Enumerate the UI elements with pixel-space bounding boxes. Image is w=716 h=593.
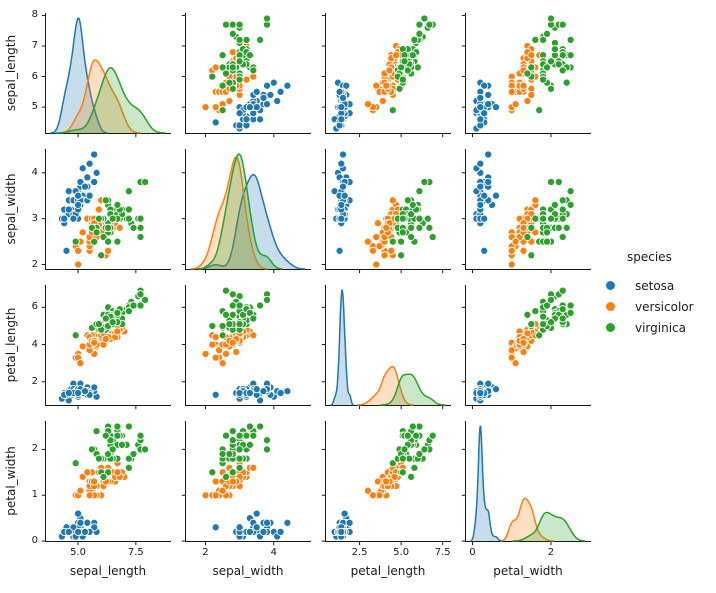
y-tick-label: 3 [31, 212, 38, 224]
y-tick-label: 4 [31, 166, 38, 178]
y-tick-label: 4 [31, 338, 38, 350]
scatter-sepal_width-vs-sepal_length [41, 149, 171, 274]
y-tick-label: 0 [31, 535, 38, 547]
legend-item-versicolor: versicolor [597, 296, 694, 317]
scatter-petal_length-vs-sepal_width [181, 285, 311, 410]
scatter-sepal_width-vs-petal_length [321, 149, 451, 274]
y-tick-label: 8 [31, 9, 38, 21]
legend-item-setosa: setosa [597, 275, 694, 296]
x-axis-label-petal-length: petal_length [350, 564, 426, 578]
legend-label-virginica: virginica [635, 320, 686, 335]
x-tick-label: 0 [469, 547, 476, 558]
scatter-petal_width-vs-sepal_length [41, 421, 171, 546]
scatter-petal_length-vs-sepal_length [41, 285, 171, 410]
y-tick-label: 1 [31, 489, 38, 501]
legend-item-virginica: virginica [597, 317, 694, 338]
x-tick-label: 5.0 [393, 547, 410, 558]
x-tick-label: 2 [547, 547, 555, 558]
scatter-petal_length-vs-petal_width [461, 285, 591, 410]
x-tick-label: 2.5 [351, 547, 368, 558]
diagonal-kde-sepal_width [181, 149, 311, 274]
scatter-sepal_length-vs-petal_width [461, 13, 591, 138]
scatter-sepal_length-vs-sepal_width [181, 13, 311, 138]
y-tick-label: 5 [31, 101, 38, 113]
y-tick-label: 2 [31, 258, 38, 270]
x-tick-label: 2 [202, 547, 209, 558]
diagonal-kde-petal_width [461, 421, 591, 546]
scatter-petal_width-vs-sepal_width [181, 421, 311, 546]
legend-label-setosa: setosa [635, 278, 675, 293]
legend-title: species [627, 250, 672, 264]
x-tick-label: 7.5 [434, 547, 451, 558]
legend-marker-virginica-icon [606, 323, 615, 332]
x-axis-label-sepal-length: sepal_length [69, 564, 147, 578]
x-tick-label: 7.5 [127, 547, 144, 558]
scatter-sepal_length-vs-petal_length [321, 13, 451, 138]
x-axis-label-sepal-width: sepal_width [212, 564, 284, 578]
scatter-sepal_width-vs-petal_width [461, 149, 591, 274]
x-axis-label-petal-width: petal_width [493, 564, 563, 578]
legend: species setosa versicolor virginica [597, 250, 694, 338]
y-axis-label-petal-width: petal_width [4, 446, 18, 516]
y-tick-label: 7 [31, 40, 38, 51]
x-tick-label: 4 [270, 547, 277, 558]
y-tick-label: 6 [31, 301, 38, 313]
legend-marker-versicolor-icon [606, 302, 615, 311]
legend-label-versicolor: versicolor [635, 299, 694, 314]
x-tick-label: 5.0 [70, 547, 86, 558]
y-tick-label: 2 [31, 375, 38, 387]
diagonal-kde-petal_length [321, 285, 451, 410]
y-tick-label: 2 [31, 443, 38, 455]
diagonal-kde-sepal_length [41, 13, 171, 138]
y-tick-label: 6 [31, 70, 38, 82]
legend-marker-setosa-icon [606, 281, 615, 290]
scatter-petal_width-vs-petal_length [321, 421, 451, 546]
